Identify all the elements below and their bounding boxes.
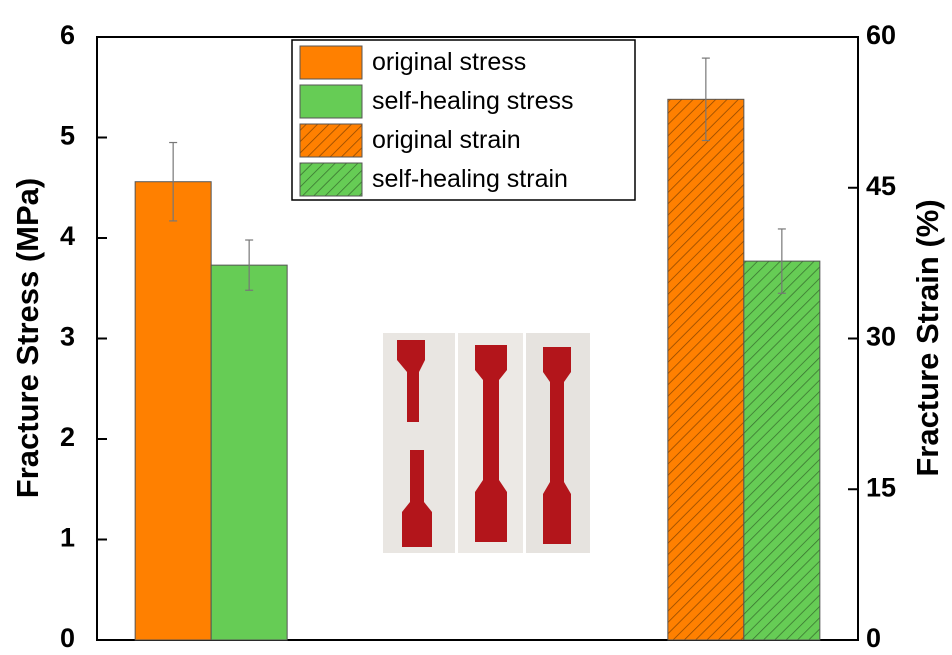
y2-tick-label: 60 xyxy=(866,20,896,50)
bar xyxy=(667,98,745,641)
y2-tick-label: 15 xyxy=(866,472,896,502)
y-tick-label: 4 xyxy=(60,221,75,251)
y2-tick-label: 45 xyxy=(866,171,896,201)
y-tick-label: 6 xyxy=(60,20,75,50)
bar xyxy=(210,264,288,641)
y2-tick-label: 30 xyxy=(866,322,896,352)
y-tick-label: 2 xyxy=(60,422,75,452)
y-tick-label: 0 xyxy=(60,623,75,653)
y-tick-label: 3 xyxy=(60,322,75,352)
error-bar xyxy=(245,239,254,291)
legend-label: original stress xyxy=(372,48,526,76)
bar xyxy=(134,181,212,641)
y-axis-title: Fracture Stress (MPa) xyxy=(10,178,45,498)
legend-label: self-healing strain xyxy=(372,165,568,193)
legend-swatch xyxy=(299,84,363,119)
legend-label: original strain xyxy=(372,126,521,154)
error-bar xyxy=(777,228,786,294)
y2-tick-label: 0 xyxy=(866,623,881,653)
bar xyxy=(743,260,821,641)
legend-swatch xyxy=(299,123,363,158)
legend-swatch xyxy=(299,45,363,80)
inset-photo xyxy=(383,333,590,553)
legend-label: self-healing stress xyxy=(372,87,573,115)
y-tick-label: 1 xyxy=(60,523,75,553)
error-bar xyxy=(701,57,710,142)
error-bar xyxy=(169,141,178,222)
y-tick-label: 5 xyxy=(60,121,75,151)
y2-axis-title: Fracture Strain (%) xyxy=(910,199,945,476)
legend-swatch xyxy=(299,162,363,197)
